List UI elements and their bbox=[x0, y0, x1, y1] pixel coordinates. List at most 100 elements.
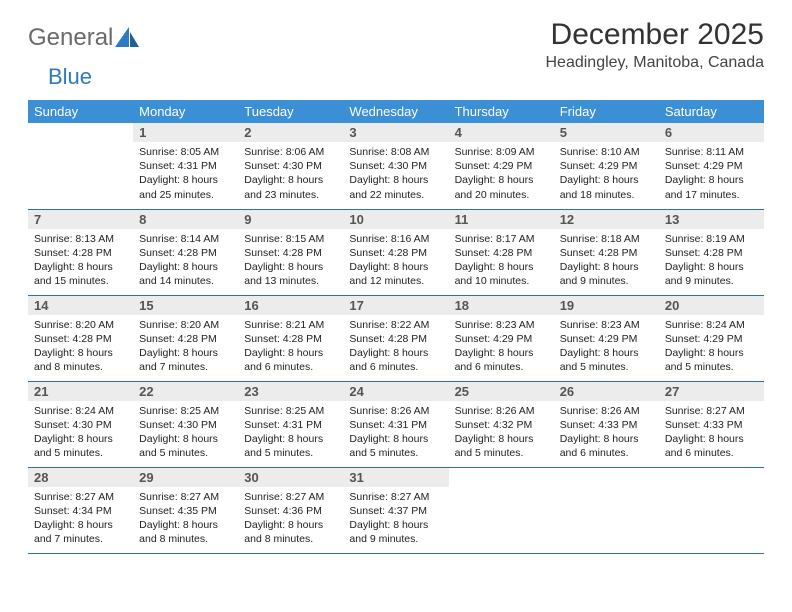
day-details: Sunrise: 8:09 AMSunset: 4:29 PMDaylight:… bbox=[449, 142, 554, 206]
calendar-day-cell bbox=[449, 467, 554, 553]
calendar-day-cell: 9Sunrise: 8:15 AMSunset: 4:28 PMDaylight… bbox=[238, 209, 343, 295]
day-number: 7 bbox=[28, 210, 133, 229]
day-d2: and 6 minutes. bbox=[560, 446, 653, 460]
day-ss: Sunset: 4:33 PM bbox=[560, 418, 653, 432]
day-number: 10 bbox=[343, 210, 448, 229]
day-d2: and 5 minutes. bbox=[560, 360, 653, 374]
day-d2: and 20 minutes. bbox=[455, 188, 548, 202]
day-d1: Daylight: 8 hours bbox=[455, 346, 548, 360]
day-number: 27 bbox=[659, 382, 764, 401]
calendar-day-cell: 23Sunrise: 8:25 AMSunset: 4:31 PMDayligh… bbox=[238, 381, 343, 467]
brand-part1: General bbox=[28, 24, 113, 52]
day-details: Sunrise: 8:21 AMSunset: 4:28 PMDaylight:… bbox=[238, 315, 343, 379]
day-ss: Sunset: 4:28 PM bbox=[34, 246, 127, 260]
brand-logo: General bbox=[28, 18, 141, 52]
day-d1: Daylight: 8 hours bbox=[244, 173, 337, 187]
day-ss: Sunset: 4:28 PM bbox=[244, 246, 337, 260]
day-d1: Daylight: 8 hours bbox=[560, 173, 653, 187]
calendar-day-cell: 14Sunrise: 8:20 AMSunset: 4:28 PMDayligh… bbox=[28, 295, 133, 381]
day-d2: and 5 minutes. bbox=[455, 446, 548, 460]
day-details: Sunrise: 8:25 AMSunset: 4:30 PMDaylight:… bbox=[133, 401, 238, 465]
weekday-header: Friday bbox=[554, 100, 659, 123]
day-sr: Sunrise: 8:08 AM bbox=[349, 145, 442, 159]
day-details: Sunrise: 8:27 AMSunset: 4:36 PMDaylight:… bbox=[238, 487, 343, 551]
day-details: Sunrise: 8:27 AMSunset: 4:37 PMDaylight:… bbox=[343, 487, 448, 551]
day-ss: Sunset: 4:31 PM bbox=[139, 159, 232, 173]
calendar-day-cell: 3Sunrise: 8:08 AMSunset: 4:30 PMDaylight… bbox=[343, 123, 448, 209]
day-ss: Sunset: 4:28 PM bbox=[139, 332, 232, 346]
weekday-header: Monday bbox=[133, 100, 238, 123]
day-number: 21 bbox=[28, 382, 133, 401]
day-sr: Sunrise: 8:27 AM bbox=[139, 490, 232, 504]
day-number: 12 bbox=[554, 210, 659, 229]
day-d2: and 5 minutes. bbox=[34, 446, 127, 460]
day-d2: and 15 minutes. bbox=[34, 274, 127, 288]
day-details: Sunrise: 8:11 AMSunset: 4:29 PMDaylight:… bbox=[659, 142, 764, 206]
day-d2: and 5 minutes. bbox=[665, 360, 758, 374]
day-ss: Sunset: 4:28 PM bbox=[349, 332, 442, 346]
day-d2: and 6 minutes. bbox=[244, 360, 337, 374]
calendar-week-row: 7Sunrise: 8:13 AMSunset: 4:28 PMDaylight… bbox=[28, 209, 764, 295]
day-d2: and 12 minutes. bbox=[349, 274, 442, 288]
day-number: 20 bbox=[659, 296, 764, 315]
calendar-day-cell: 31Sunrise: 8:27 AMSunset: 4:37 PMDayligh… bbox=[343, 467, 448, 553]
weekday-header: Sunday bbox=[28, 100, 133, 123]
day-d1: Daylight: 8 hours bbox=[455, 260, 548, 274]
day-number: 11 bbox=[449, 210, 554, 229]
calendar-day-cell: 29Sunrise: 8:27 AMSunset: 4:35 PMDayligh… bbox=[133, 467, 238, 553]
day-ss: Sunset: 4:28 PM bbox=[349, 246, 442, 260]
weekday-header: Saturday bbox=[659, 100, 764, 123]
day-d1: Daylight: 8 hours bbox=[560, 260, 653, 274]
day-number: 28 bbox=[28, 468, 133, 487]
day-ss: Sunset: 4:29 PM bbox=[665, 332, 758, 346]
day-details: Sunrise: 8:23 AMSunset: 4:29 PMDaylight:… bbox=[449, 315, 554, 379]
calendar-day-cell: 24Sunrise: 8:26 AMSunset: 4:31 PMDayligh… bbox=[343, 381, 448, 467]
day-ss: Sunset: 4:37 PM bbox=[349, 504, 442, 518]
day-ss: Sunset: 4:28 PM bbox=[455, 246, 548, 260]
day-ss: Sunset: 4:31 PM bbox=[244, 418, 337, 432]
day-d2: and 13 minutes. bbox=[244, 274, 337, 288]
day-d1: Daylight: 8 hours bbox=[139, 518, 232, 532]
day-ss: Sunset: 4:34 PM bbox=[34, 504, 127, 518]
calendar-day-cell: 17Sunrise: 8:22 AMSunset: 4:28 PMDayligh… bbox=[343, 295, 448, 381]
day-sr: Sunrise: 8:27 AM bbox=[34, 490, 127, 504]
calendar-day-cell: 7Sunrise: 8:13 AMSunset: 4:28 PMDaylight… bbox=[28, 209, 133, 295]
day-number: 17 bbox=[343, 296, 448, 315]
calendar-day-cell: 2Sunrise: 8:06 AMSunset: 4:30 PMDaylight… bbox=[238, 123, 343, 209]
day-sr: Sunrise: 8:14 AM bbox=[139, 232, 232, 246]
day-d2: and 9 minutes. bbox=[665, 274, 758, 288]
day-d2: and 23 minutes. bbox=[244, 188, 337, 202]
day-number: 22 bbox=[133, 382, 238, 401]
day-sr: Sunrise: 8:23 AM bbox=[455, 318, 548, 332]
day-d2: and 9 minutes. bbox=[560, 274, 653, 288]
day-sr: Sunrise: 8:09 AM bbox=[455, 145, 548, 159]
day-ss: Sunset: 4:32 PM bbox=[455, 418, 548, 432]
day-details: Sunrise: 8:15 AMSunset: 4:28 PMDaylight:… bbox=[238, 229, 343, 293]
day-d1: Daylight: 8 hours bbox=[560, 346, 653, 360]
day-details: Sunrise: 8:27 AMSunset: 4:35 PMDaylight:… bbox=[133, 487, 238, 551]
day-d1: Daylight: 8 hours bbox=[139, 173, 232, 187]
day-ss: Sunset: 4:30 PM bbox=[34, 418, 127, 432]
day-ss: Sunset: 4:31 PM bbox=[349, 418, 442, 432]
calendar-day-cell: 12Sunrise: 8:18 AMSunset: 4:28 PMDayligh… bbox=[554, 209, 659, 295]
day-details: Sunrise: 8:27 AMSunset: 4:33 PMDaylight:… bbox=[659, 401, 764, 465]
calendar-day-cell: 4Sunrise: 8:09 AMSunset: 4:29 PMDaylight… bbox=[449, 123, 554, 209]
calendar-day-cell: 18Sunrise: 8:23 AMSunset: 4:29 PMDayligh… bbox=[449, 295, 554, 381]
day-d2: and 7 minutes. bbox=[139, 360, 232, 374]
day-sr: Sunrise: 8:26 AM bbox=[560, 404, 653, 418]
day-sr: Sunrise: 8:26 AM bbox=[455, 404, 548, 418]
day-sr: Sunrise: 8:27 AM bbox=[244, 490, 337, 504]
calendar-table: Sunday Monday Tuesday Wednesday Thursday… bbox=[28, 100, 764, 554]
day-sr: Sunrise: 8:18 AM bbox=[560, 232, 653, 246]
day-d2: and 18 minutes. bbox=[560, 188, 653, 202]
day-number: 31 bbox=[343, 468, 448, 487]
day-number: 6 bbox=[659, 123, 764, 142]
day-ss: Sunset: 4:30 PM bbox=[244, 159, 337, 173]
day-d2: and 5 minutes. bbox=[139, 446, 232, 460]
day-sr: Sunrise: 8:21 AM bbox=[244, 318, 337, 332]
day-number: 30 bbox=[238, 468, 343, 487]
brand-part2: Blue bbox=[48, 64, 92, 90]
day-sr: Sunrise: 8:06 AM bbox=[244, 145, 337, 159]
day-sr: Sunrise: 8:11 AM bbox=[665, 145, 758, 159]
day-d1: Daylight: 8 hours bbox=[244, 432, 337, 446]
